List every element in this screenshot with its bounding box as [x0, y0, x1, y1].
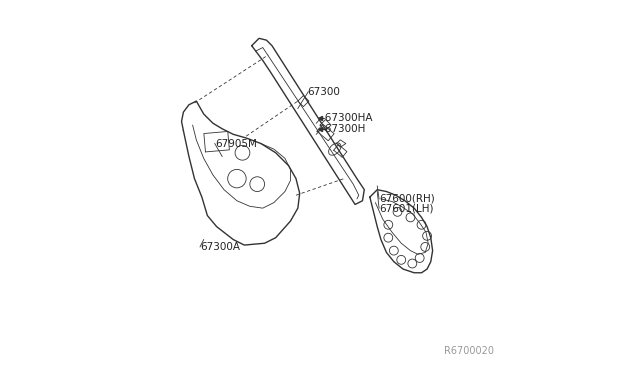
- Text: 67905M: 67905M: [215, 138, 257, 148]
- Text: -67300HA: -67300HA: [322, 113, 373, 123]
- Text: 67300A: 67300A: [200, 242, 240, 252]
- Text: 67300: 67300: [307, 87, 340, 97]
- Text: R6700020: R6700020: [444, 346, 493, 356]
- Text: 67600(RH): 67600(RH): [379, 194, 435, 204]
- Text: 67601(LH): 67601(LH): [379, 203, 433, 213]
- Text: -67300H: -67300H: [322, 124, 366, 134]
